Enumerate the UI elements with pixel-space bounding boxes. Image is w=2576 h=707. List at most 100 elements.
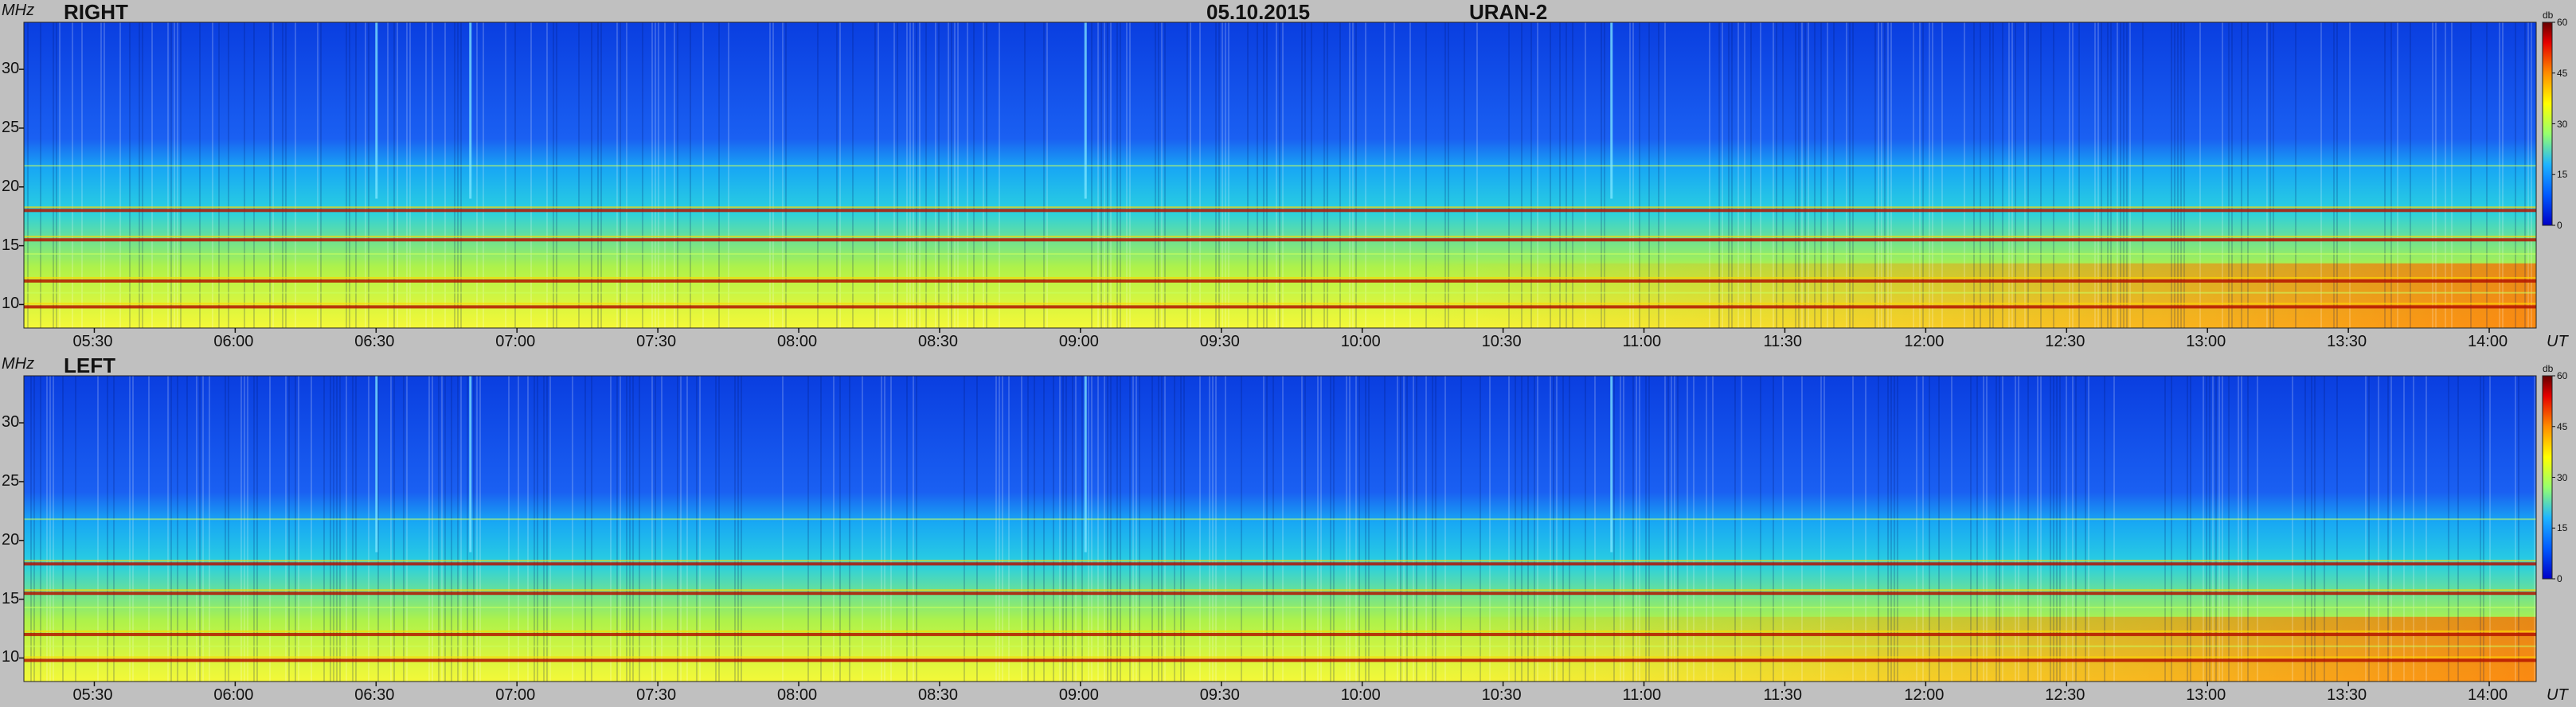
x-tick-label: 11:00 bbox=[1622, 333, 1662, 350]
panel-right bbox=[19, 21, 2555, 333]
x-tick-label: 06:00 bbox=[213, 333, 254, 350]
x-tick-label: 06:00 bbox=[213, 686, 254, 704]
narrow-line-0 bbox=[24, 518, 2536, 521]
y-tick-label: 15 bbox=[2, 589, 20, 607]
colorbar-tick-label: 0 bbox=[2557, 573, 2562, 584]
x-tick-label: 11:00 bbox=[1622, 686, 1662, 704]
strong-line-1 bbox=[24, 592, 2536, 596]
colorbar bbox=[2542, 21, 2555, 226]
colorbar-tick-label: 30 bbox=[2557, 471, 2568, 483]
x-tick-label: 11:30 bbox=[1763, 333, 1803, 350]
x-tick-label: 12:30 bbox=[2045, 333, 2085, 350]
strong-line-0 bbox=[24, 562, 2536, 566]
x-tick-label: 12:30 bbox=[2045, 686, 2085, 704]
x-tick-label: 12:00 bbox=[1904, 333, 1945, 350]
x-tick-label: 13:00 bbox=[2186, 333, 2226, 350]
burst-0 bbox=[375, 376, 378, 553]
burst-1 bbox=[469, 376, 472, 553]
x-tick-label: 08:00 bbox=[777, 333, 818, 350]
y-tick-label: 10 bbox=[2, 295, 20, 313]
emission-lines bbox=[24, 518, 2536, 662]
colorbar-tick-label: 45 bbox=[2557, 67, 2568, 79]
x-tick-label: 07:00 bbox=[495, 686, 536, 704]
panel-left bbox=[19, 375, 2555, 686]
y-tick-label: 30 bbox=[2, 413, 20, 432]
strong-line-3 bbox=[24, 305, 2536, 309]
x-tick-label: 14:00 bbox=[2468, 686, 2508, 704]
narrow-line-0 bbox=[24, 165, 2536, 167]
strong-line-2 bbox=[24, 632, 2536, 636]
x-tick-label: 05:30 bbox=[72, 333, 113, 350]
x-tick-label: 14:00 bbox=[2468, 333, 2508, 350]
colorbar-tick-label: 15 bbox=[2557, 169, 2568, 181]
strong-line-2 bbox=[24, 279, 2536, 283]
x-tick-label: 06:30 bbox=[354, 686, 395, 704]
burst-3 bbox=[1610, 22, 1613, 199]
burst-2 bbox=[1084, 376, 1087, 553]
burst-3 bbox=[1610, 376, 1613, 553]
burst-0 bbox=[375, 22, 378, 199]
x-tick-label: 07:30 bbox=[636, 333, 677, 350]
heatmap-texture bbox=[27, 22, 2532, 328]
colorbar-tick-label: 15 bbox=[2557, 522, 2568, 534]
plot-frame bbox=[23, 375, 2537, 682]
narrow-line-1 bbox=[24, 252, 2536, 255]
x-axis-label: UT bbox=[2547, 686, 2568, 704]
x-tick-label: 10:00 bbox=[1340, 333, 1381, 350]
y-tick-label: 30 bbox=[2, 60, 20, 78]
x-tick-label: 06:30 bbox=[354, 333, 395, 350]
heatmap-warm-region bbox=[1405, 263, 2536, 328]
x-tick-label: 09:00 bbox=[1058, 686, 1099, 704]
y-tick-label: 20 bbox=[2, 177, 20, 195]
x-tick-label: 07:00 bbox=[495, 333, 536, 350]
y-axis-label: MHz bbox=[2, 2, 35, 19]
x-tick-label: 13:30 bbox=[2327, 333, 2367, 350]
instrument-label: URAN-2 bbox=[1469, 0, 1548, 24]
colorbar-label: db bbox=[2543, 363, 2554, 374]
colorbar bbox=[2542, 375, 2555, 580]
x-tick-label: 13:30 bbox=[2327, 686, 2367, 704]
colorbar-scale bbox=[2542, 375, 2553, 580]
colorbar-tick-label: 60 bbox=[2557, 370, 2568, 381]
x-tick-label: 09:30 bbox=[1199, 333, 1240, 350]
x-tick-label: 08:30 bbox=[917, 686, 959, 704]
x-tick-label: 08:00 bbox=[777, 686, 818, 704]
strong-line-1 bbox=[24, 238, 2536, 242]
x-tick-label: 09:30 bbox=[1199, 686, 1240, 704]
y-tick-label: 15 bbox=[2, 236, 20, 254]
panel-title: RIGHT bbox=[64, 0, 128, 24]
strong-line-3 bbox=[24, 658, 2536, 662]
narrow-line-2 bbox=[24, 291, 2536, 294]
y-tick-label: 25 bbox=[2, 118, 20, 136]
x-tick-label: 08:30 bbox=[917, 333, 959, 350]
colorbar-label: db bbox=[2543, 10, 2554, 21]
narrow-line-2 bbox=[24, 645, 2536, 647]
burst-1 bbox=[469, 22, 472, 199]
heatmap-texture bbox=[30, 376, 2535, 682]
colorbar-tick-label: 45 bbox=[2557, 420, 2568, 432]
x-tick-label: 12:00 bbox=[1904, 686, 1945, 704]
y-tick-label: 25 bbox=[2, 471, 20, 490]
emission-lines bbox=[24, 165, 2536, 309]
y-tick-label: 10 bbox=[2, 648, 20, 666]
x-tick-label: 10:30 bbox=[1481, 333, 1522, 350]
burst-2 bbox=[1084, 22, 1087, 199]
x-tick-label: 13:00 bbox=[2186, 686, 2226, 704]
x-tick-label: 11:30 bbox=[1763, 686, 1803, 704]
colorbar-tick-label: 0 bbox=[2557, 220, 2562, 231]
date-label: 05.10.2015 bbox=[1206, 0, 1311, 24]
panel-title: LEFT bbox=[64, 354, 115, 377]
x-tick-label: 09:00 bbox=[1058, 333, 1099, 350]
narrow-line-1 bbox=[24, 606, 2536, 608]
x-tick-label: 05:30 bbox=[72, 686, 113, 704]
x-tick-label: 07:30 bbox=[636, 686, 677, 704]
colorbar-scale bbox=[2542, 21, 2553, 226]
y-axis-label: MHz bbox=[2, 355, 35, 373]
colorbar-tick-label: 60 bbox=[2557, 17, 2568, 28]
plot-frame bbox=[23, 21, 2537, 329]
x-tick-label: 10:00 bbox=[1340, 686, 1381, 704]
x-axis-label: UT bbox=[2547, 333, 2568, 350]
x-tick-label: 10:30 bbox=[1481, 686, 1522, 704]
heatmap-warm-region bbox=[1405, 616, 2536, 682]
